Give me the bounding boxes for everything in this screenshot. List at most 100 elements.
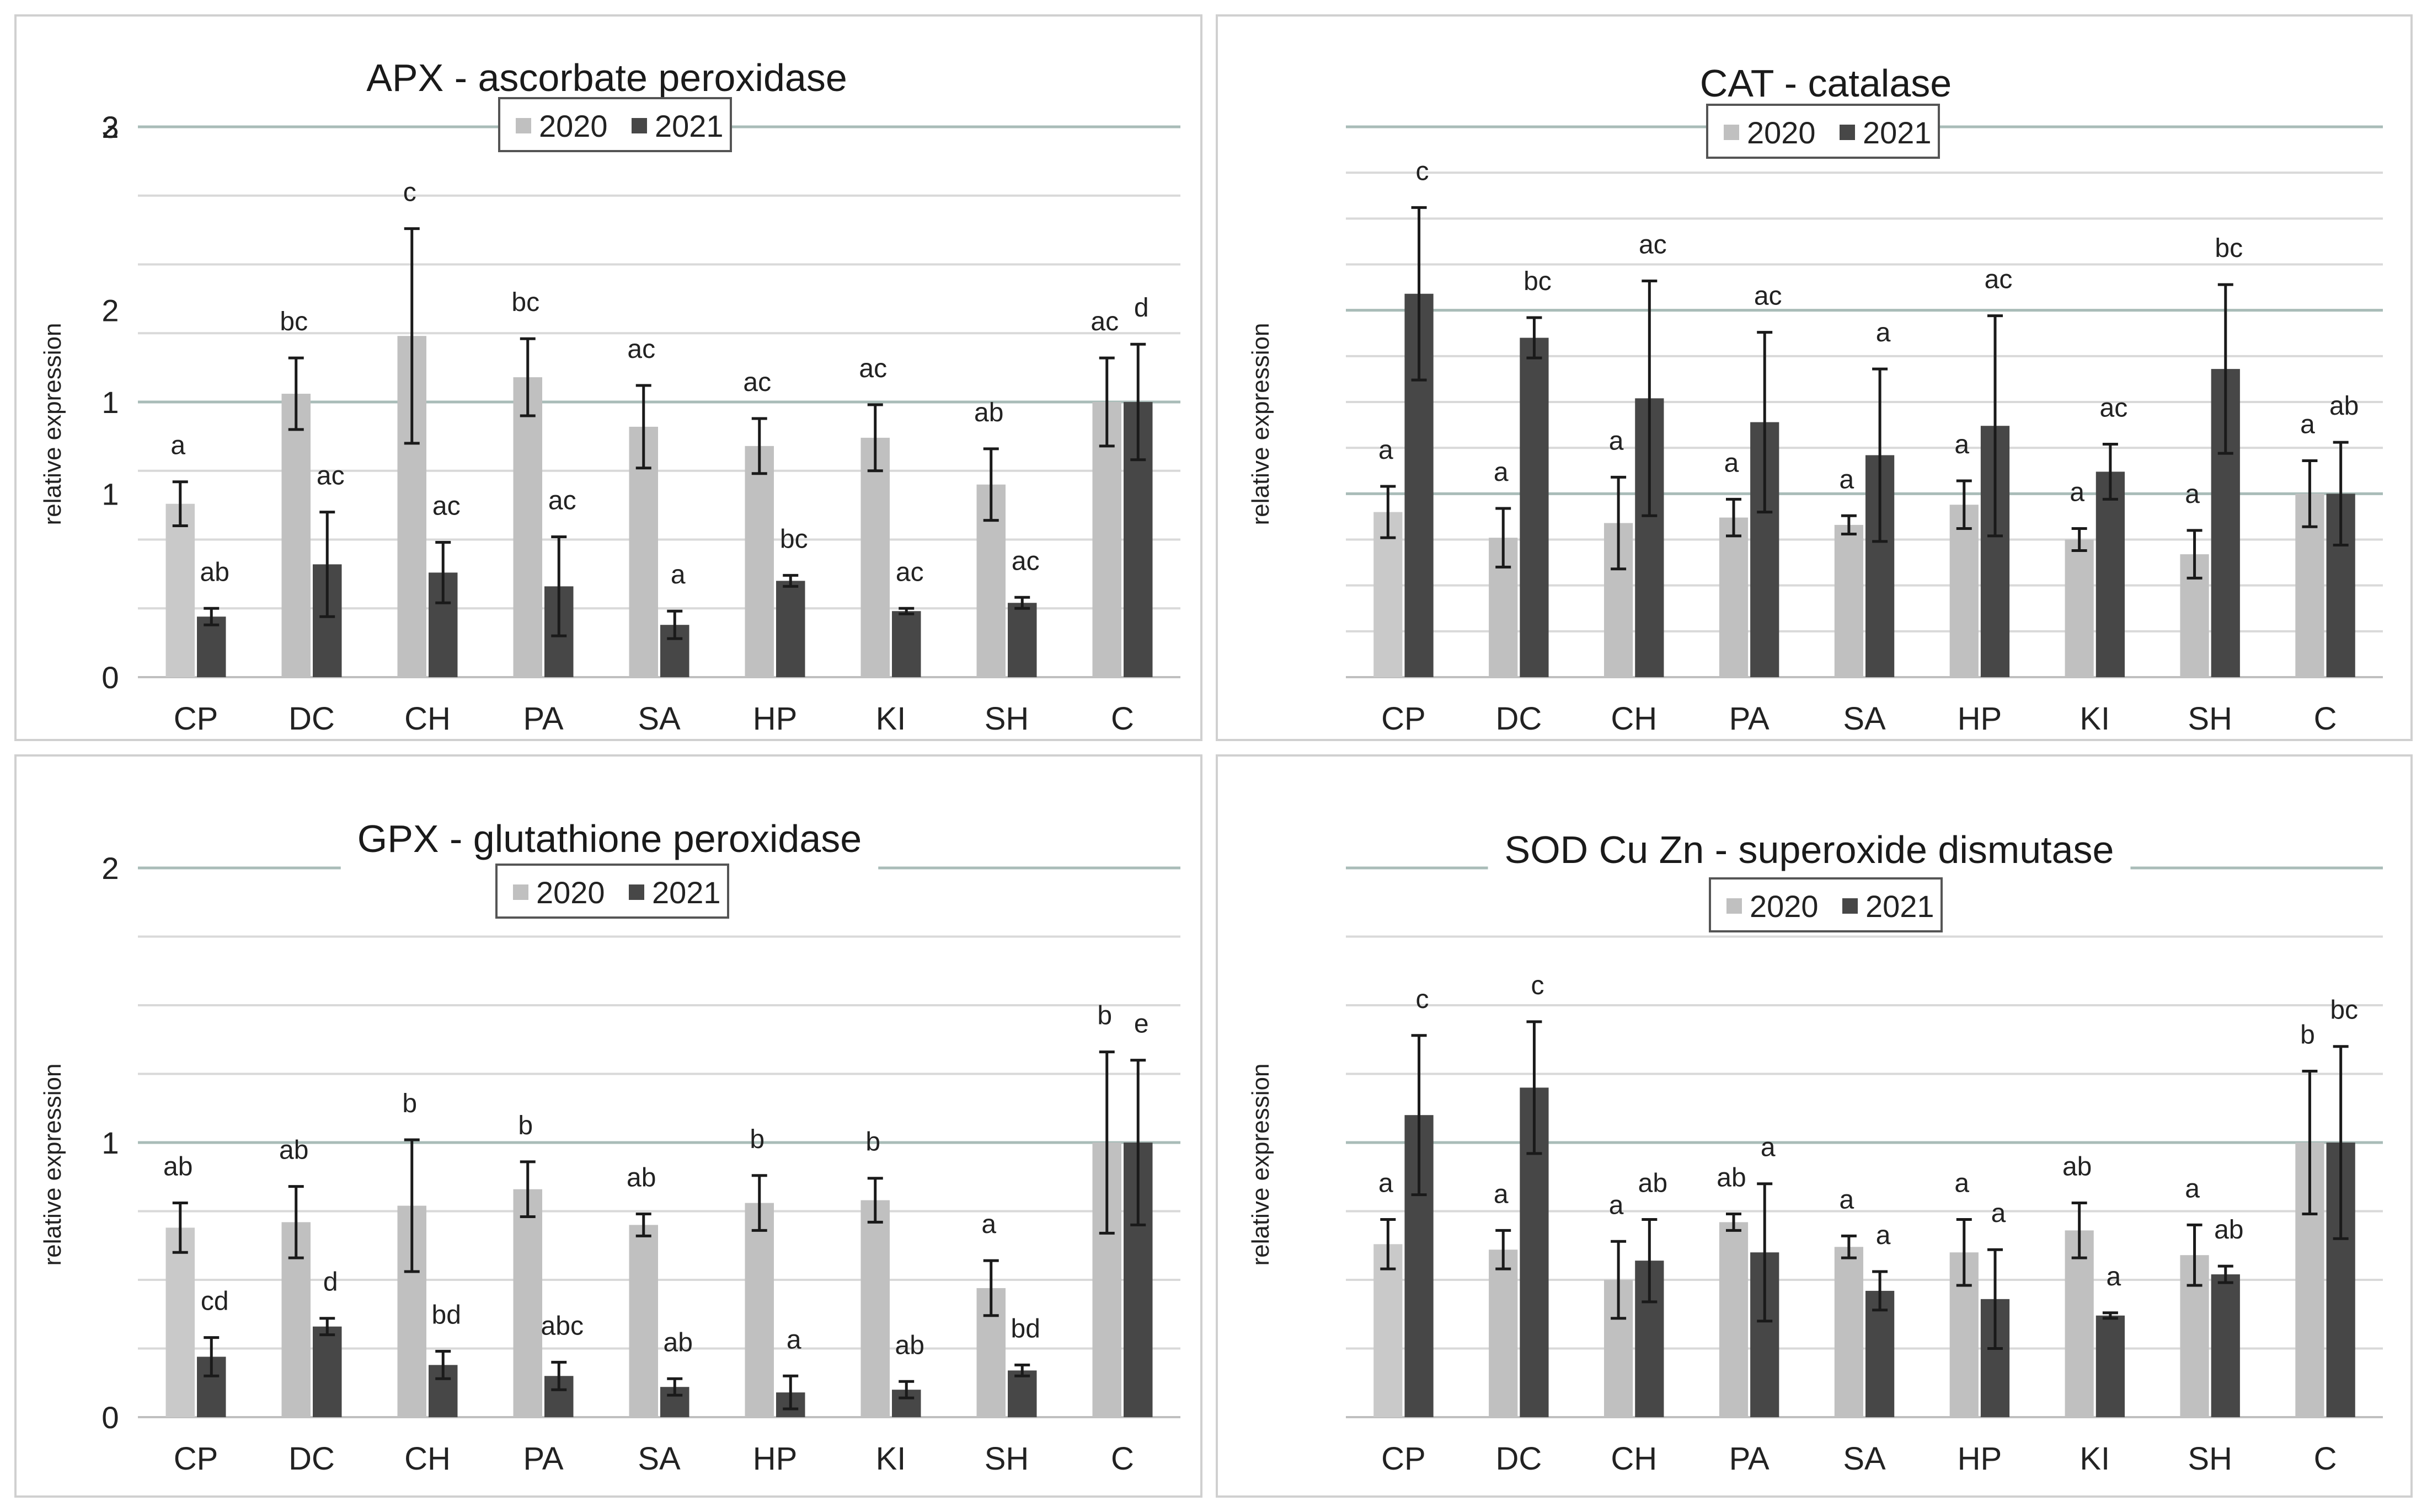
error-bar xyxy=(751,1174,767,1232)
y-tick-label: 2 xyxy=(101,293,119,328)
significance-letter: bd xyxy=(1011,1314,1040,1343)
error-bar xyxy=(2302,1070,2318,1215)
x-tick-label: SH xyxy=(2188,701,2232,737)
bar-2021-KI xyxy=(2095,1315,2125,1417)
error-bar xyxy=(2071,527,2087,552)
x-tick-label: KI xyxy=(876,701,906,737)
error-bar xyxy=(551,1360,567,1391)
gridlines xyxy=(138,866,1180,1418)
error-bar xyxy=(2302,459,2318,528)
y-axis-label: relative expression xyxy=(1247,323,1274,526)
significance-letter: bd xyxy=(432,1300,461,1329)
x-tick-label: C xyxy=(2314,701,2337,737)
error-bar xyxy=(1380,485,1396,539)
significance-letter: ab xyxy=(1638,1168,1667,1198)
significance-letter: ab xyxy=(627,1163,656,1192)
significance-letter: ab xyxy=(664,1328,693,1357)
significance-letter: ac xyxy=(1754,282,1782,311)
significance-letter: ac xyxy=(1639,230,1667,259)
error-bar xyxy=(1611,1240,1627,1320)
error-bar xyxy=(551,535,567,637)
significance-letter: c xyxy=(1416,985,1429,1014)
bar-2020-C xyxy=(1092,402,1121,677)
error-bar xyxy=(1956,1218,1972,1287)
significance-letter: ac xyxy=(317,462,345,491)
bar-2020-HP xyxy=(745,446,774,677)
significance-letter: bc xyxy=(1523,267,1552,296)
bar-2020-SA xyxy=(1834,524,1863,677)
panel-frame xyxy=(1216,754,2413,1498)
y-tick-label: 1 xyxy=(101,1125,119,1160)
significance-letter: a xyxy=(1761,1133,1776,1162)
error-bar xyxy=(867,1177,883,1224)
chart-title: APX - ascorbate peroxidase xyxy=(366,56,847,99)
error-bar xyxy=(783,1374,799,1411)
error-bar xyxy=(1380,1218,1396,1270)
legend-box xyxy=(1706,104,1940,159)
x-tick-label: SA xyxy=(638,1441,681,1477)
legend-box xyxy=(495,864,729,919)
x-tick-label: CP xyxy=(1381,701,1426,737)
error-bar xyxy=(1495,1229,1511,1270)
significance-letter: bc xyxy=(780,524,808,554)
x-tick-label: CH xyxy=(404,1441,451,1477)
significance-letter: d xyxy=(1134,293,1149,323)
error-bar xyxy=(319,511,335,618)
sod-panel: 0 1 2 SOD Cu Zn - superoxide dismutase relat… xyxy=(101,754,2413,1498)
significance-letter: ab xyxy=(2329,392,2359,421)
error-bar xyxy=(783,573,799,588)
error-bar xyxy=(1841,514,1857,536)
error-bar xyxy=(204,1336,220,1377)
significance-letter: ac xyxy=(1985,265,2013,294)
x-tick-label: SH xyxy=(2188,1441,2232,1477)
x-tick-label: KI xyxy=(2079,1441,2110,1477)
bar-2021-DC xyxy=(313,1326,342,1417)
error-bar xyxy=(635,1212,651,1237)
significance-letter: e xyxy=(1134,1010,1149,1039)
legend-swatch-2021 xyxy=(629,884,644,900)
error-bar xyxy=(2102,1311,2118,1320)
significance-letter: ab xyxy=(279,1136,308,1165)
error-bar xyxy=(2217,1264,2233,1284)
chart-title: GPX - glutathione peroxidase xyxy=(357,817,862,860)
error-bar xyxy=(635,384,651,470)
bar-2020-CP xyxy=(1373,512,1403,677)
significance-letter: ac xyxy=(743,368,771,397)
x-tick-label: HP xyxy=(1958,1441,2002,1477)
significance-letter: b xyxy=(402,1089,417,1118)
significance-letter: a xyxy=(1378,436,1393,465)
bar-2020-KI xyxy=(860,437,890,677)
bar-2021-SA xyxy=(1865,1290,1895,1417)
bar-2020-KI xyxy=(860,1200,890,1417)
x-tick-label: PA xyxy=(1729,1441,1770,1477)
error-bar xyxy=(1987,314,2003,538)
error-bar xyxy=(2102,443,2118,501)
bar-2020-SA xyxy=(629,1225,658,1417)
error-bar xyxy=(867,403,883,473)
legend-swatch-2021 xyxy=(632,118,647,133)
x-tick-label: CH xyxy=(1611,701,1657,737)
error-bar xyxy=(1841,1234,1857,1259)
error-bar xyxy=(404,227,420,445)
y-tick-label: 2 xyxy=(101,851,119,886)
bars xyxy=(1373,206,2355,677)
error-bar xyxy=(1726,497,1741,538)
x-tick-label: C xyxy=(1111,701,1134,737)
bar-2020-PA xyxy=(513,1189,542,1417)
significance-letter: ab xyxy=(895,1331,924,1360)
significance-letter: c xyxy=(1416,157,1429,186)
bar-2021-SH xyxy=(2211,1274,2240,1417)
legend: 2020 2021 xyxy=(1709,877,1943,932)
error-bar xyxy=(1642,279,1658,517)
x-tick-label: HP xyxy=(753,701,798,737)
significance-letter: a xyxy=(2107,1262,2121,1291)
significance-letter: a xyxy=(1840,465,1854,494)
error-bar xyxy=(1872,367,1888,543)
legend-box xyxy=(1709,877,1943,932)
bar-2020-PA xyxy=(1719,1222,1749,1417)
bar-2021-SH xyxy=(1008,1370,1037,1417)
x-tick-label: CP xyxy=(174,701,218,737)
significance-letter: ac xyxy=(548,486,576,516)
bar-2020-CP xyxy=(165,1227,195,1417)
x-tick-label: HP xyxy=(1958,701,2002,737)
